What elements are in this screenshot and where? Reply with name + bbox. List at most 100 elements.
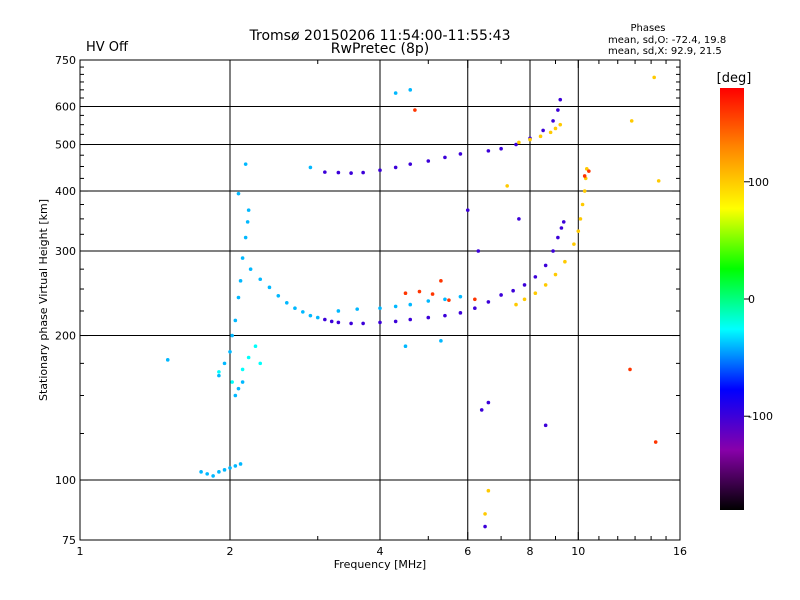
data-point (393, 165, 398, 170)
y-tick-label: 500 (55, 139, 76, 152)
data-point (403, 344, 408, 349)
y-axis-label: Stationary phase Virtual Height [km] (37, 199, 50, 401)
data-point (443, 313, 447, 318)
data-point (329, 319, 334, 324)
data-point (587, 169, 591, 173)
data-point (458, 294, 463, 299)
data-point (473, 306, 477, 311)
data-point (582, 189, 587, 193)
data-point (551, 249, 555, 253)
data-point (361, 170, 365, 175)
data-point (483, 512, 487, 516)
data-point (582, 174, 587, 178)
x-tick-label: 1 (77, 545, 84, 558)
data-point (378, 168, 382, 173)
data-point (217, 373, 221, 378)
data-point (393, 319, 398, 324)
data-point (486, 488, 491, 493)
data-point (533, 275, 538, 279)
data-point (629, 119, 634, 123)
data-point (199, 470, 203, 474)
data-point (499, 293, 503, 297)
data-point (236, 386, 241, 391)
data-point (393, 304, 398, 309)
data-point (584, 167, 589, 171)
data-point (233, 393, 238, 398)
ticks-layer: 1 2 4 6 8 10 16 75 100 200 300 400 500 600 750 (55, 54, 687, 558)
data-point (408, 302, 413, 307)
data-point (628, 367, 632, 372)
data-point (511, 288, 515, 293)
phases-x-stats: mean, sd,X: 92.9, 21.5 (608, 46, 722, 57)
data-point (558, 97, 563, 102)
y-tick-label: 100 (55, 474, 76, 487)
data-point (561, 220, 566, 224)
data-point (505, 184, 509, 188)
y-tick-label: 400 (55, 185, 76, 198)
data-point (486, 400, 491, 405)
data-point (408, 162, 413, 166)
data-point (248, 267, 253, 271)
data-point (403, 291, 408, 296)
colorbar-tick-label: -100 (748, 410, 773, 423)
colorbar (720, 88, 744, 510)
data-point (284, 301, 289, 305)
data-point (276, 293, 281, 298)
points-layer (165, 75, 661, 529)
data-point (479, 408, 484, 412)
data-point (543, 423, 548, 428)
data-point (543, 263, 548, 268)
colorbar-ticks: 100 0 -100 (744, 176, 773, 423)
y-tick-label: 200 (55, 330, 76, 343)
data-point (301, 310, 305, 314)
hv-status: HV Off (86, 40, 129, 55)
data-point (315, 315, 320, 320)
data-point (439, 279, 443, 283)
colorbar-label: [deg] (717, 71, 752, 86)
y-tick-label: 750 (55, 54, 76, 67)
y-tick-label: 75 (62, 534, 76, 547)
data-point (349, 321, 353, 326)
data-point (355, 307, 359, 311)
data-point (246, 208, 251, 212)
data-point (656, 179, 661, 183)
data-point (243, 162, 248, 166)
data-point (228, 349, 232, 354)
data-point (267, 285, 272, 290)
data-point (230, 333, 234, 338)
data-point (205, 472, 209, 476)
y-tick-label: 300 (55, 245, 76, 258)
data-point (563, 259, 567, 264)
y-tick-label: 600 (55, 101, 76, 114)
data-point (413, 108, 417, 112)
x-tick-label: 6 (464, 545, 471, 558)
x-tick-label: 4 (377, 545, 384, 558)
phases-title: Phases (630, 23, 665, 34)
data-point (236, 191, 241, 196)
colorbar-tick-label: 0 (748, 293, 755, 306)
data-point (528, 137, 532, 142)
data-point (443, 297, 447, 302)
data-point (541, 128, 545, 133)
data-point (522, 283, 527, 287)
data-point (538, 134, 543, 139)
data-point (323, 317, 327, 322)
data-point (558, 122, 563, 127)
x-tick-label: 10 (571, 545, 585, 558)
data-point (458, 311, 463, 315)
data-point (426, 315, 431, 320)
data-point (548, 130, 553, 135)
data-point (426, 299, 431, 303)
data-point (517, 217, 521, 221)
data-point (222, 361, 227, 366)
data-point (240, 367, 245, 372)
data-point (240, 256, 245, 260)
data-point (308, 313, 313, 318)
data-point (293, 306, 297, 311)
data-point (486, 300, 491, 304)
data-point (533, 291, 538, 296)
data-point (408, 88, 413, 92)
chart-title-line1: Tromsø 20150206 11:54:00-11:55:43 (249, 28, 511, 44)
data-point (652, 75, 656, 80)
